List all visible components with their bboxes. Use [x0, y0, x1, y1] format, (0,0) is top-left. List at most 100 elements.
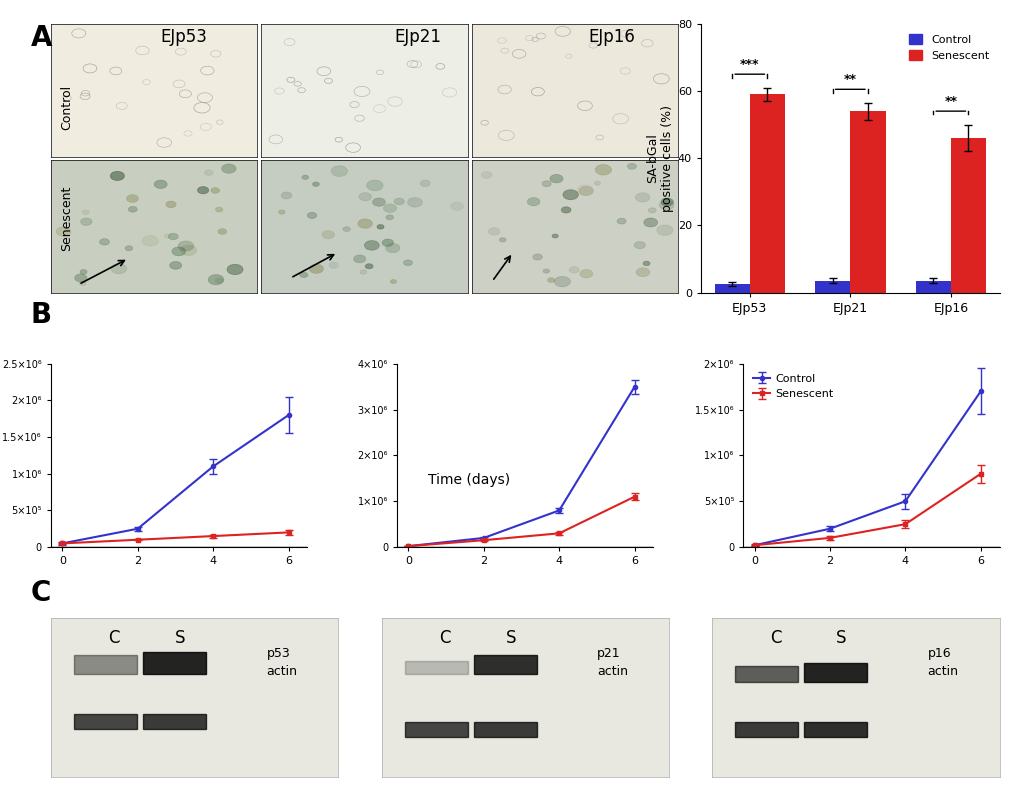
Circle shape	[527, 197, 539, 206]
Circle shape	[164, 234, 170, 238]
Circle shape	[656, 225, 673, 236]
Circle shape	[331, 166, 347, 176]
Circle shape	[595, 164, 611, 175]
Circle shape	[385, 243, 399, 253]
Circle shape	[569, 266, 579, 273]
Circle shape	[551, 234, 557, 238]
Circle shape	[215, 278, 223, 283]
Bar	[473, 722, 536, 737]
Circle shape	[125, 246, 132, 251]
Circle shape	[81, 218, 92, 225]
Circle shape	[154, 180, 167, 189]
Circle shape	[562, 190, 578, 200]
Circle shape	[142, 236, 158, 246]
Text: EJp53: EJp53	[160, 28, 207, 46]
Circle shape	[218, 228, 226, 235]
Circle shape	[172, 247, 185, 256]
Circle shape	[168, 233, 178, 239]
Text: **: **	[843, 73, 856, 86]
Bar	[143, 714, 206, 730]
Circle shape	[542, 269, 549, 274]
Circle shape	[342, 227, 350, 232]
Bar	[74, 655, 138, 674]
Bar	[814, 281, 850, 293]
Bar	[405, 722, 468, 737]
Circle shape	[393, 198, 404, 205]
Bar	[803, 722, 866, 737]
Text: EJp16: EJp16	[588, 28, 635, 46]
Circle shape	[385, 215, 393, 220]
Text: C: C	[769, 630, 781, 647]
Circle shape	[366, 180, 383, 190]
Circle shape	[488, 228, 499, 235]
Circle shape	[360, 270, 367, 274]
Legend: Control, Senescent: Control, Senescent	[904, 29, 994, 65]
Text: C: C	[108, 630, 120, 647]
Circle shape	[365, 264, 373, 269]
Bar	[714, 284, 749, 293]
Bar	[915, 281, 950, 293]
Circle shape	[390, 280, 396, 284]
Circle shape	[594, 181, 600, 185]
Circle shape	[300, 272, 308, 278]
Circle shape	[198, 186, 209, 193]
Circle shape	[178, 241, 194, 251]
Text: p16
actin: p16 actin	[927, 647, 958, 678]
Text: S: S	[836, 630, 846, 647]
Circle shape	[541, 181, 550, 186]
Bar	[735, 666, 798, 682]
Bar	[735, 722, 798, 737]
Circle shape	[580, 270, 592, 278]
Circle shape	[221, 164, 235, 173]
Circle shape	[372, 198, 385, 206]
Circle shape	[627, 163, 636, 169]
Circle shape	[79, 270, 87, 274]
Circle shape	[481, 171, 491, 178]
Bar	[74, 714, 138, 730]
Circle shape	[309, 264, 323, 274]
Circle shape	[642, 261, 649, 266]
Circle shape	[211, 188, 219, 193]
Circle shape	[166, 201, 176, 208]
Circle shape	[382, 239, 393, 247]
Bar	[405, 661, 468, 674]
Text: S: S	[175, 630, 185, 647]
Circle shape	[307, 213, 317, 219]
Circle shape	[215, 207, 223, 212]
Text: Time (days): Time (days)	[428, 473, 510, 487]
Bar	[749, 94, 785, 293]
Circle shape	[635, 193, 649, 202]
Circle shape	[383, 204, 396, 213]
Circle shape	[110, 171, 124, 181]
Circle shape	[128, 206, 138, 213]
Circle shape	[74, 274, 87, 282]
Text: S: S	[505, 630, 516, 647]
Circle shape	[169, 262, 181, 270]
Circle shape	[658, 201, 674, 210]
Circle shape	[83, 210, 90, 215]
Circle shape	[549, 174, 562, 183]
Circle shape	[359, 193, 371, 201]
Circle shape	[278, 210, 284, 214]
Legend: Control, Senescent: Control, Senescent	[748, 370, 838, 404]
Circle shape	[499, 238, 505, 242]
Circle shape	[354, 255, 366, 262]
Circle shape	[322, 231, 334, 239]
Circle shape	[377, 224, 384, 229]
Circle shape	[532, 254, 542, 260]
Text: ***: ***	[740, 58, 759, 71]
Text: **: **	[944, 95, 957, 108]
Circle shape	[111, 263, 126, 274]
Circle shape	[579, 186, 593, 196]
Circle shape	[547, 278, 554, 282]
Text: C: C	[31, 579, 51, 607]
Circle shape	[636, 268, 649, 277]
Circle shape	[208, 274, 223, 285]
Circle shape	[312, 182, 319, 186]
Circle shape	[404, 260, 412, 266]
Circle shape	[227, 264, 243, 274]
Circle shape	[364, 240, 379, 250]
Circle shape	[648, 208, 655, 213]
Text: B: B	[31, 301, 52, 329]
Circle shape	[616, 218, 626, 224]
